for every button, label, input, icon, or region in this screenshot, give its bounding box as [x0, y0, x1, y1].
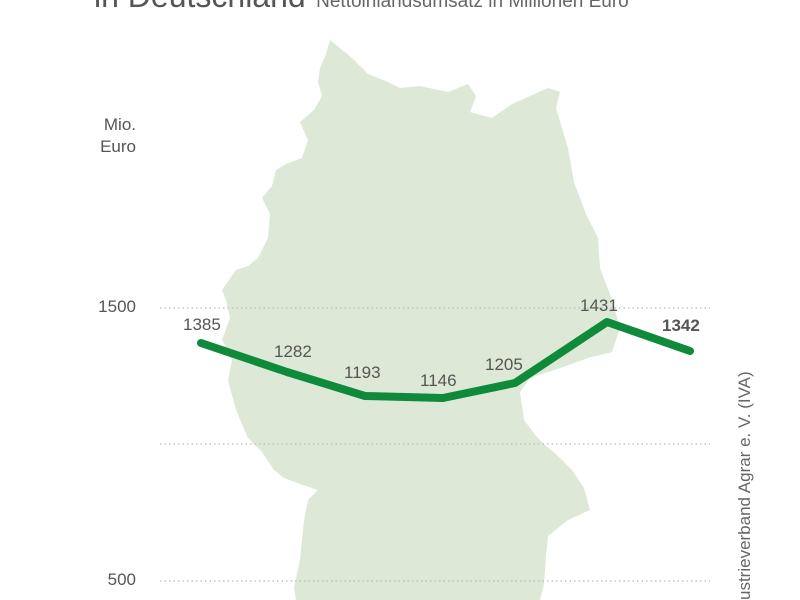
y-tick-500: 500 [107, 570, 136, 589]
data-label-1: 1385 [183, 315, 221, 334]
data-label-3: 1193 [344, 363, 381, 382]
data-label-7: 1342 [662, 316, 700, 335]
y-axis-unit: Mio. Euro [96, 114, 136, 158]
chart-title: in Deutschland Nettoinlandsumsatz in Mil… [94, 0, 629, 15]
data-label-6: 1431 [580, 296, 618, 315]
data-label-2: 1282 [274, 342, 312, 361]
source-credit: ustrieverband Agrar e. V. (IVA) [735, 371, 754, 600]
data-label-5: 1205 [485, 355, 523, 374]
title-main: in Deutschland [94, 0, 306, 14]
germany-map [222, 40, 620, 600]
data-line [197, 318, 694, 402]
data-label-4: 1146 [420, 371, 457, 390]
unit-line-2: Euro [100, 137, 136, 156]
y-tick-1500: 1500 [98, 297, 136, 316]
title-subtitle: Nettoinlandsumsatz in Millionen Euro [316, 0, 629, 12]
unit-line-1: Mio. [103, 115, 136, 134]
